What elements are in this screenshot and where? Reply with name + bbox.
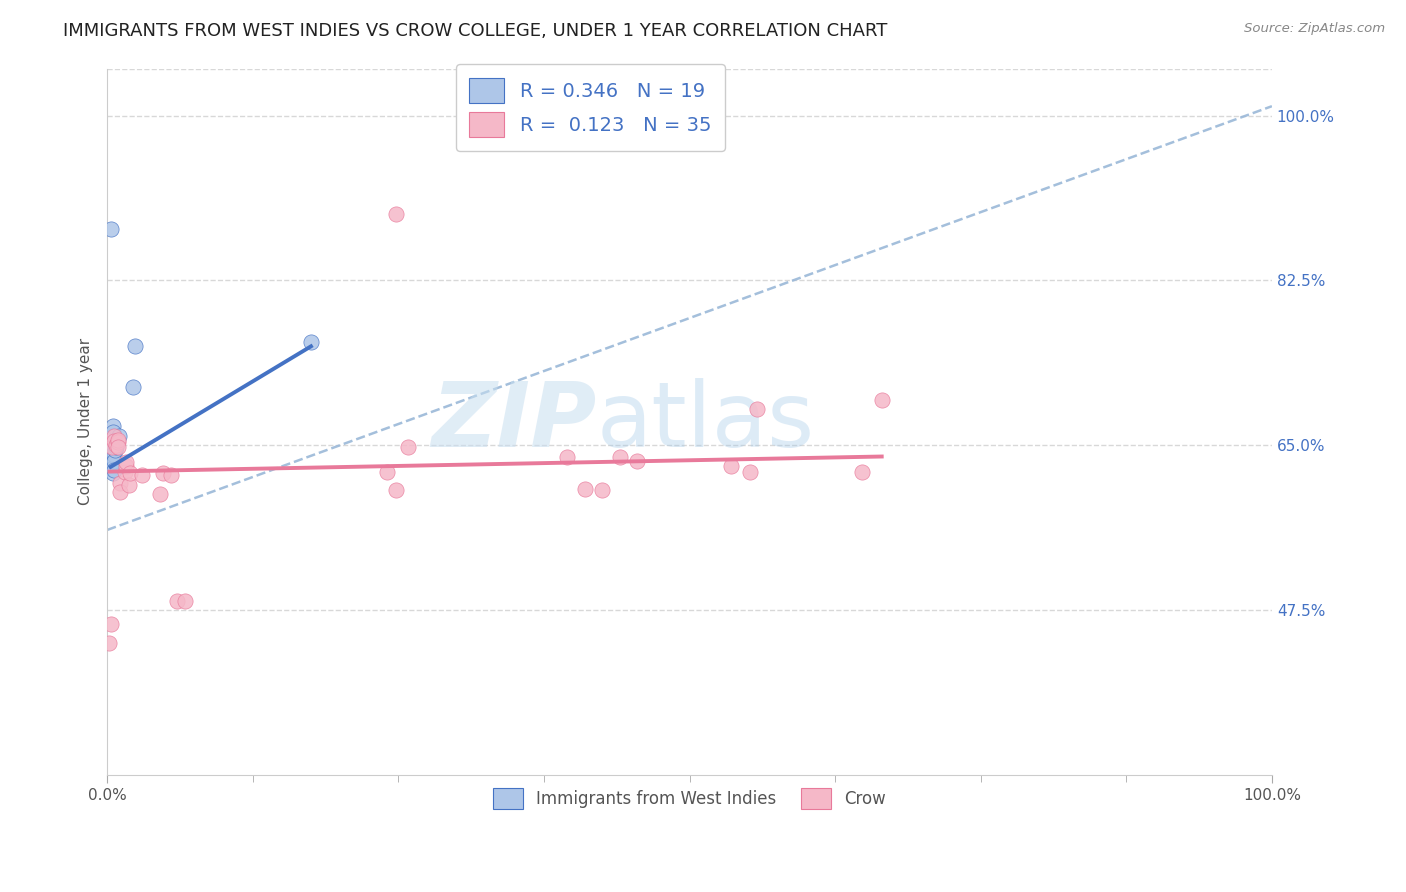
Point (101, 440, 124, 454)
Point (107, 429, 129, 443)
Point (609, 450, 631, 464)
Point (166, 593, 188, 607)
Point (851, 465, 873, 479)
Point (160, 468, 183, 483)
Point (108, 485, 131, 500)
Point (148, 487, 170, 501)
Point (107, 433, 129, 447)
Point (555, 450, 578, 464)
Point (104, 436, 127, 450)
Point (101, 425, 124, 439)
Point (299, 334, 322, 349)
Legend: Immigrants from West Indies, Crow: Immigrants from West Indies, Crow (486, 781, 893, 816)
Point (114, 458, 136, 473)
Point (396, 440, 419, 454)
Point (100, 436, 122, 450)
Point (105, 440, 128, 454)
Point (118, 477, 141, 491)
Point (103, 454, 125, 468)
Text: ZIP: ZIP (432, 377, 596, 466)
Point (121, 380, 143, 394)
Point (745, 402, 768, 417)
Point (103, 434, 125, 449)
Point (738, 465, 761, 479)
Point (98, 636, 121, 650)
Point (107, 440, 129, 454)
Point (385, 207, 408, 221)
Text: IMMIGRANTS FROM WEST INDIES VS CROW COLLEGE, UNDER 1 YEAR CORRELATION CHART: IMMIGRANTS FROM WEST INDIES VS CROW COLL… (63, 22, 887, 40)
Point (131, 468, 153, 483)
Y-axis label: College, Under 1 year: College, Under 1 year (79, 338, 93, 505)
Point (114, 465, 136, 479)
Point (108, 475, 131, 490)
Point (100, 452, 122, 467)
Point (100, 442, 122, 457)
Text: Source: ZipAtlas.com: Source: ZipAtlas.com (1244, 22, 1385, 36)
Point (375, 465, 398, 479)
Point (107, 435, 129, 450)
Point (103, 429, 125, 443)
Point (100, 617, 122, 632)
Point (385, 483, 408, 498)
Text: atlas: atlas (596, 377, 814, 466)
Point (626, 454, 648, 468)
Point (104, 442, 127, 457)
Point (100, 221, 122, 235)
Point (101, 419, 124, 434)
Point (720, 458, 742, 473)
Point (870, 392, 893, 407)
Point (120, 467, 142, 481)
Point (100, 462, 122, 476)
Point (103, 463, 125, 477)
Point (574, 483, 596, 497)
Point (101, 467, 124, 481)
Point (103, 448, 125, 462)
Point (124, 339, 146, 353)
Point (174, 593, 197, 607)
Point (114, 455, 136, 469)
Point (101, 429, 124, 443)
Point (105, 438, 128, 452)
Point (591, 483, 613, 498)
Point (152, 467, 174, 481)
